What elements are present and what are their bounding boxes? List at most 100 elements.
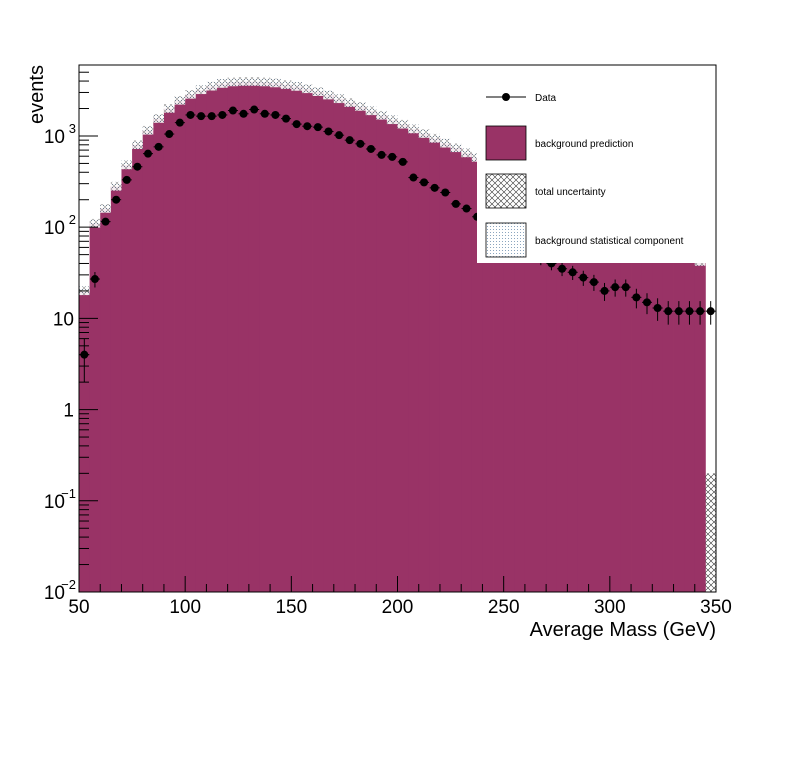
background-bar	[365, 110, 377, 592]
background-bar	[546, 192, 558, 593]
background-bar	[291, 86, 303, 593]
data-point	[186, 110, 195, 119]
data-point	[430, 183, 439, 192]
data-point	[441, 188, 450, 197]
data-point	[90, 275, 99, 284]
total-uncertainty-bin	[238, 77, 249, 86]
total-uncertainty-bin	[439, 138, 451, 148]
background-bar	[514, 177, 526, 592]
data-point	[112, 195, 121, 204]
y-tick-exponent: 3	[69, 121, 76, 136]
data-point	[664, 307, 673, 316]
background-bar	[408, 129, 420, 592]
total-uncertainty-bin	[461, 148, 472, 158]
background-bar	[577, 207, 589, 592]
data-point	[642, 298, 651, 307]
background-bar	[439, 143, 451, 592]
data-point	[366, 144, 375, 153]
data-point	[122, 175, 131, 184]
legend-label: Data	[535, 93, 557, 104]
data-point	[197, 112, 206, 121]
data-point	[260, 109, 269, 118]
background-bar	[163, 108, 175, 593]
x-axis-label: Average Mass (GeV)	[530, 619, 716, 641]
x-tick-label: 50	[68, 597, 89, 618]
background-bars	[79, 81, 706, 593]
data-point	[250, 105, 259, 114]
background-bar	[535, 187, 547, 592]
background-bar	[567, 202, 579, 592]
data-point	[345, 136, 354, 145]
y-tick-label: 10	[44, 127, 65, 148]
total-uncertainty-bin	[344, 98, 356, 107]
background-bar	[631, 231, 643, 592]
y-tick-exponent: 2	[69, 212, 76, 227]
background-bar	[503, 172, 515, 592]
total-uncertainty-bin	[185, 89, 196, 99]
data-point	[388, 152, 397, 161]
background-bar	[259, 82, 271, 592]
background-bar	[397, 124, 409, 592]
y-tick-exponent: −1	[61, 486, 76, 501]
background-bar	[185, 94, 197, 592]
y-tick-label: 10	[44, 218, 65, 239]
background-bar	[270, 83, 282, 592]
background-bar	[248, 81, 260, 592]
total-uncertainty-bin	[121, 160, 133, 170]
data-point	[611, 283, 620, 292]
total-uncertainty-bin	[365, 106, 377, 116]
data-point	[420, 178, 429, 187]
background-bar	[482, 162, 494, 592]
data-point	[579, 273, 588, 282]
background-bar	[588, 212, 600, 592]
total-uncertainty-bin	[142, 125, 154, 135]
data-point	[133, 162, 142, 171]
data-point	[335, 131, 344, 140]
background-bar	[153, 118, 165, 592]
background-bar	[142, 130, 154, 593]
x-tick-label: 350	[700, 597, 732, 618]
total-uncertainty-bin	[163, 104, 175, 113]
background-bar	[556, 197, 568, 592]
total-uncertainty-bin	[110, 181, 122, 191]
data-point	[568, 268, 577, 277]
background-bar	[684, 256, 696, 592]
data-point	[377, 150, 386, 159]
legend-label: total uncertainty	[535, 187, 606, 198]
data-point	[558, 264, 567, 273]
y-tick-exponent: −2	[61, 577, 76, 592]
background-bar	[89, 223, 101, 593]
background-bar	[493, 167, 505, 592]
background-bar	[662, 246, 674, 592]
data-point	[303, 122, 312, 131]
background-bar	[429, 138, 441, 593]
data-point	[706, 307, 715, 316]
total-uncertainty-bin	[291, 82, 302, 91]
background-bar	[386, 119, 398, 593]
background-bar	[323, 95, 335, 592]
data-point	[653, 303, 662, 312]
background-bar	[100, 208, 112, 592]
data-point	[451, 199, 460, 208]
background-bar	[79, 290, 91, 592]
data-point	[589, 278, 598, 287]
background-bar	[227, 82, 239, 592]
legend-label: background prediction	[535, 139, 633, 150]
total-uncertainty-bin	[301, 84, 313, 94]
data-point	[292, 120, 301, 129]
legend-data-marker	[502, 93, 510, 101]
background-bar	[471, 157, 483, 592]
background-bar	[620, 227, 632, 592]
x-tick-label: 200	[382, 597, 414, 618]
background-bar	[376, 115, 388, 593]
background-bar	[195, 89, 207, 592]
legend-label: background statistical component	[535, 236, 684, 247]
background-bar	[344, 102, 356, 593]
background-bar	[524, 182, 536, 592]
y-tick-label: 10	[44, 583, 65, 604]
y-axis-label: events	[26, 65, 48, 124]
total-uncertainty-bin	[132, 140, 143, 149]
